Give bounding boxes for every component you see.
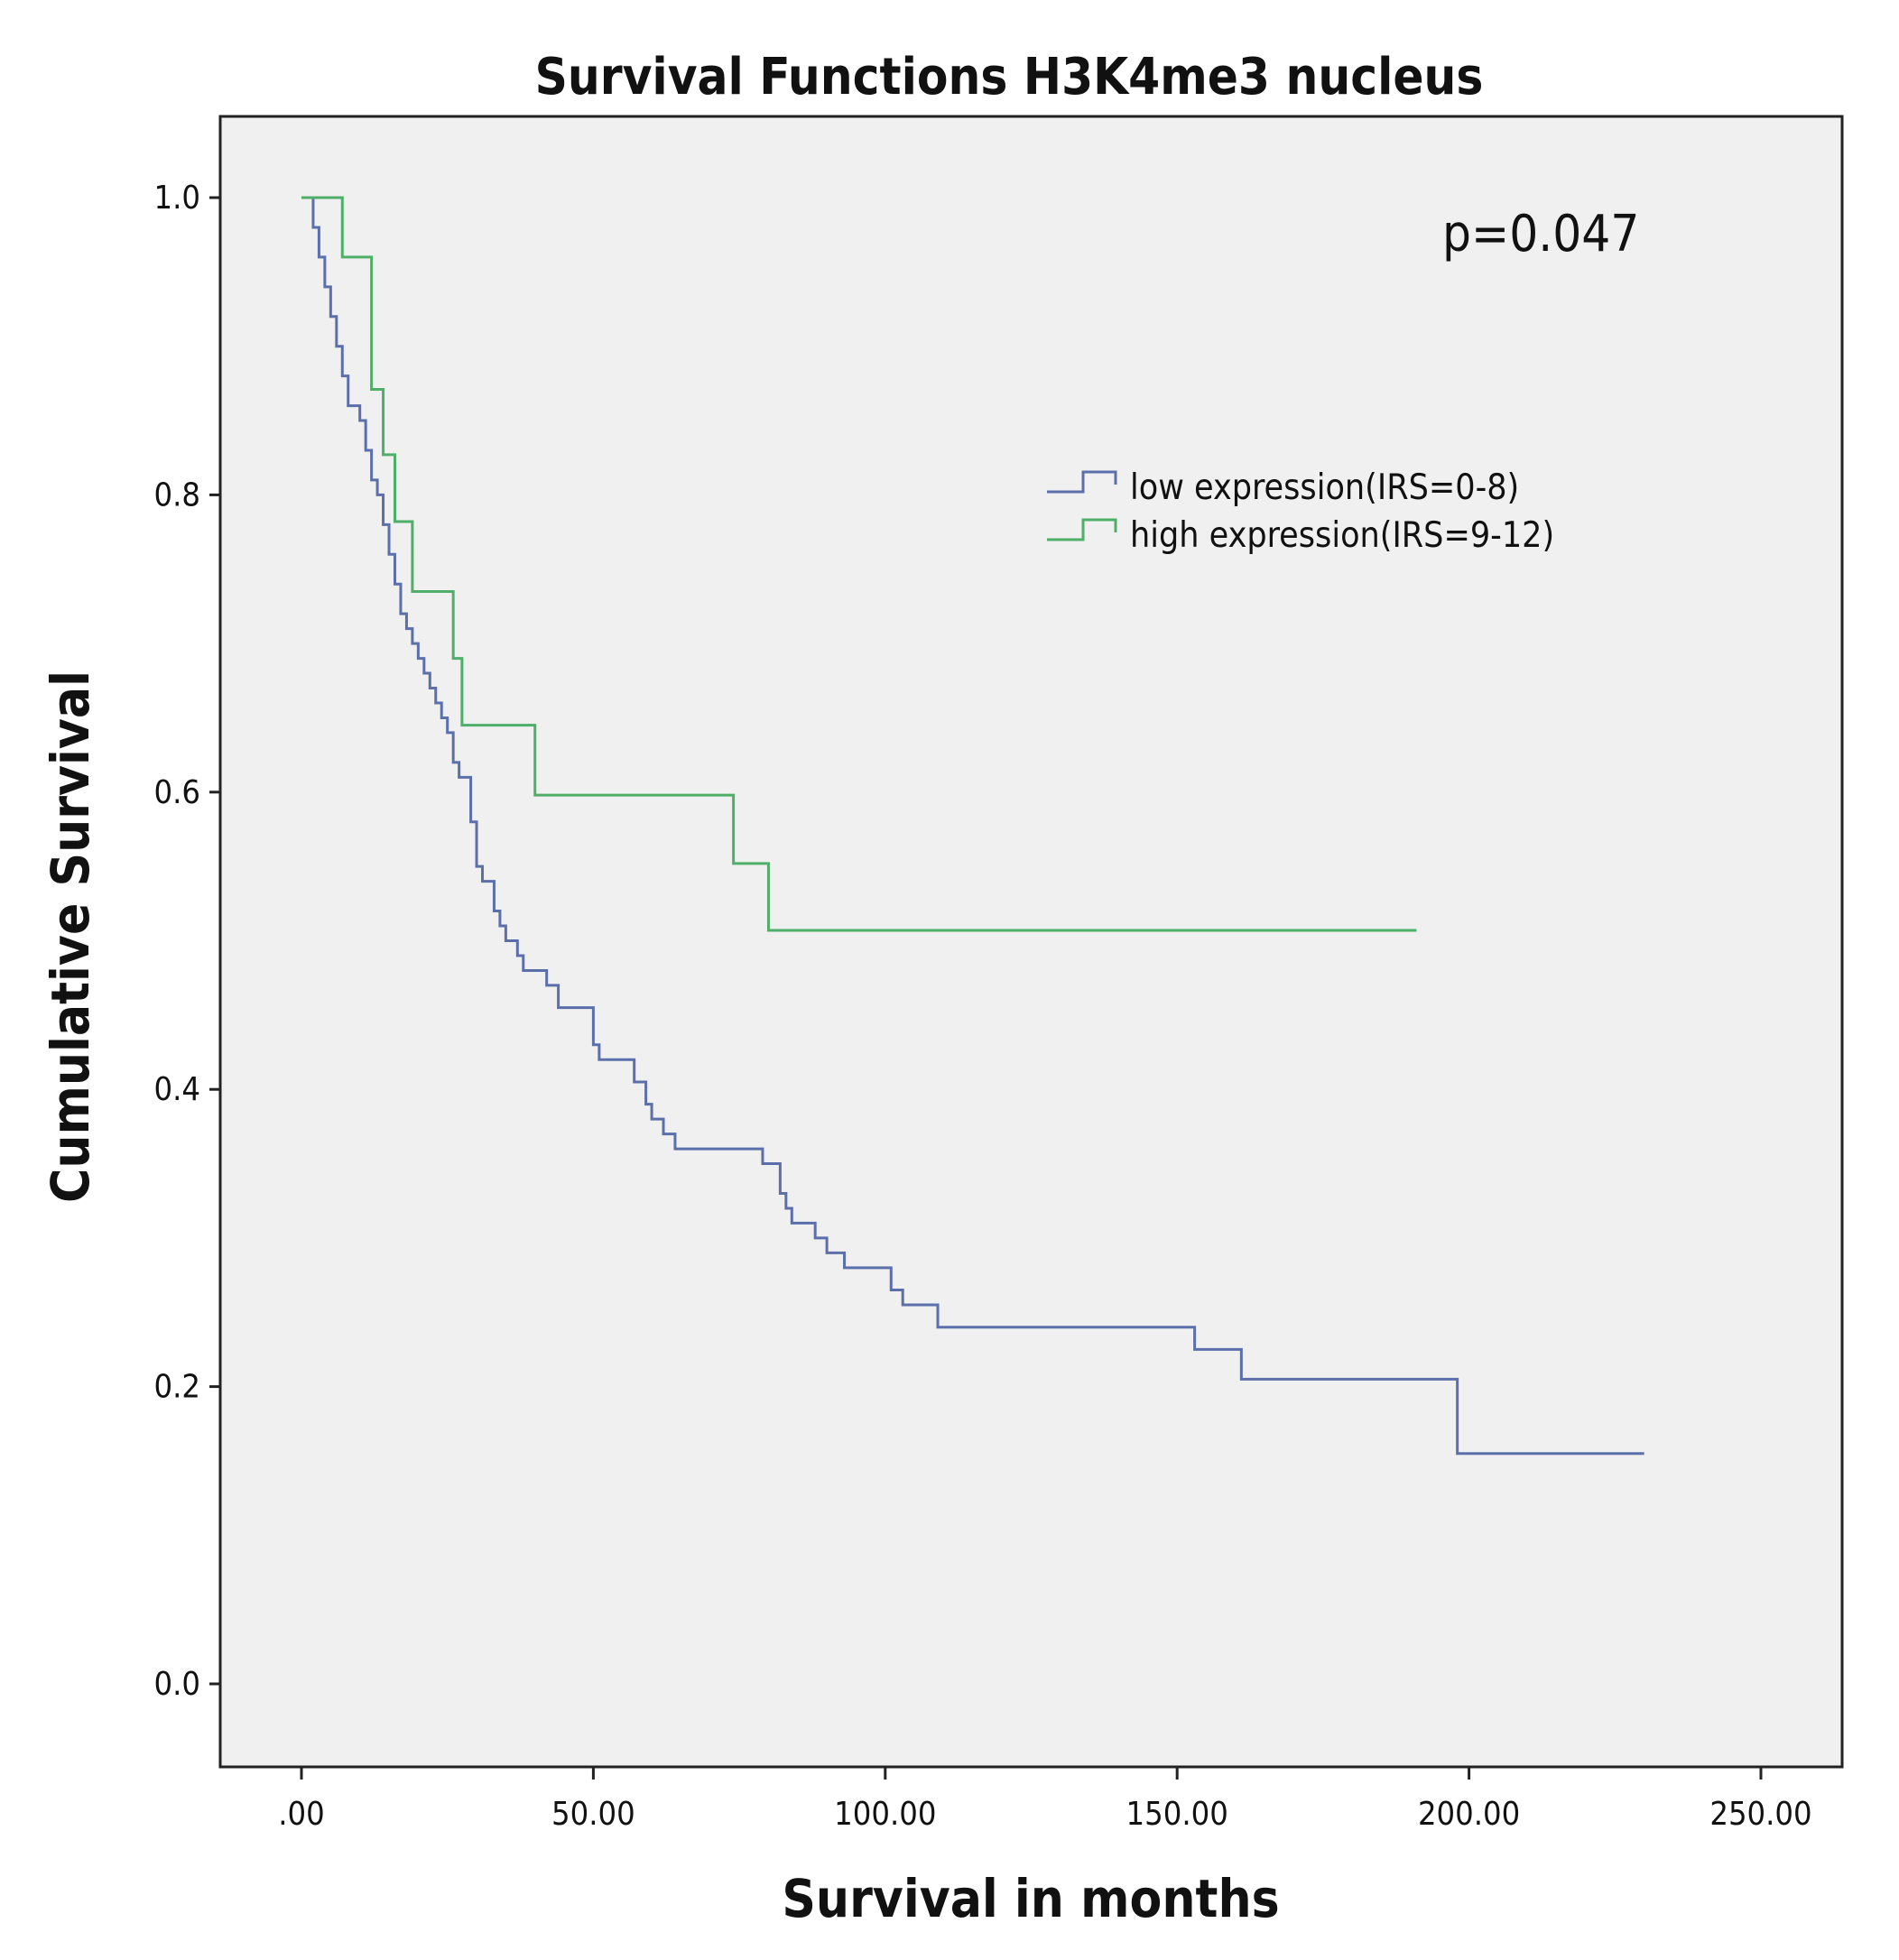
x-axis-label: Survival in months	[782, 1868, 1279, 1929]
p-value-annotation: p=0.047	[1442, 205, 1639, 263]
x-tick-label: 200.00	[1418, 1796, 1520, 1833]
y-axis: 0.0 0.2 0.4 0.6 0.8 1.0	[154, 180, 220, 1703]
legend-swatch	[1047, 470, 1117, 494]
survival-curve-high	[301, 196, 1417, 932]
y-tick-label: 0.4	[154, 1071, 201, 1108]
y-tick-label: 0.2	[154, 1369, 201, 1406]
legend-swatch	[1047, 518, 1117, 541]
x-tick-label: 150.00	[1126, 1796, 1228, 1833]
x-tick-label: 250.00	[1709, 1796, 1811, 1833]
legend-label: high expression(IRS=9-12)	[1130, 515, 1554, 556]
x-tick-label: .00	[278, 1796, 325, 1833]
y-tick-label: 0.0	[154, 1666, 201, 1703]
x-tick-label: 50.00	[551, 1796, 635, 1833]
series-group	[301, 196, 1644, 1456]
x-tick-label: 100.00	[834, 1796, 936, 1833]
plot-area	[218, 115, 1844, 1769]
legend: low expression(IRS=0-8) high expression(I…	[1047, 467, 1554, 556]
y-tick-label: 0.6	[154, 774, 201, 811]
x-axis: .00 50.00 100.00 150.00 200.00 250.00	[278, 1767, 1812, 1833]
y-axis-label: Cumulative Survival	[40, 670, 101, 1203]
chart-title: Survival Functions H3K4me3 nucleus	[535, 48, 1484, 106]
survival-curve-low	[301, 196, 1644, 1456]
y-tick-label: 0.8	[154, 476, 201, 513]
legend-label: low expression(IRS=0-8)	[1130, 467, 1519, 508]
y-tick-label: 1.0	[154, 180, 201, 217]
